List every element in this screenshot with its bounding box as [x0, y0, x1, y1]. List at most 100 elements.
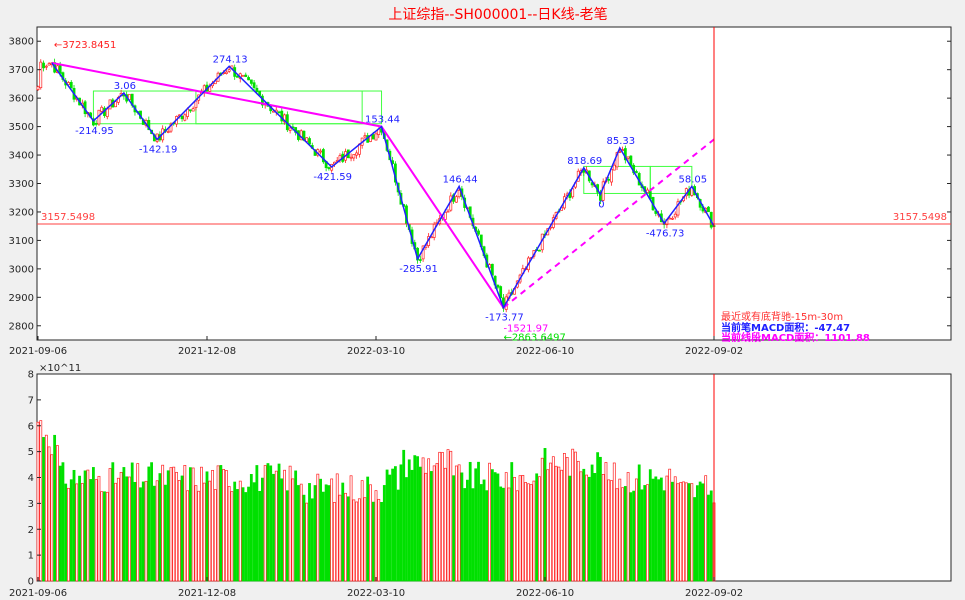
volume-bar: [590, 464, 594, 582]
volume-bar: [637, 464, 641, 582]
volume-bar: [443, 467, 447, 582]
bi-value-label: 146.44: [443, 174, 478, 185]
volume-bar: [430, 471, 433, 582]
volume-bar: [435, 463, 439, 582]
volume-bar: [150, 462, 153, 582]
volume-exponent-label: ×10^11: [39, 363, 81, 374]
volume-bar: [610, 480, 613, 582]
volume-bar: [244, 492, 248, 582]
volume-bar: [186, 490, 190, 582]
volume-bar: [632, 490, 636, 582]
top-marker-label: ←3723.8451: [54, 40, 116, 51]
volume-bar: [335, 473, 339, 582]
volume-bar: [36, 421, 40, 582]
axes: 2800290030003100320033003400350036003700…: [9, 37, 951, 599]
volume-bar: [330, 478, 334, 582]
volume-bar: [141, 481, 145, 582]
volume-x-tick-label: 2022-09-02: [685, 588, 743, 599]
bi-value-label: -142.19: [139, 144, 178, 155]
volume-bar: [258, 490, 262, 582]
candle-body: [58, 64, 62, 74]
candle-body: [374, 133, 378, 141]
volume-bar: [208, 480, 212, 582]
volume-bar: [116, 477, 120, 582]
volume-bar: [380, 501, 383, 582]
volume-bar: [540, 457, 544, 582]
candle-body: [457, 190, 461, 198]
volume-bar: [338, 494, 342, 582]
volume-bar: [44, 434, 48, 582]
note-divergence: 最近或有底背驰-15m-30m: [721, 310, 843, 323]
volume-bar: [136, 463, 140, 582]
candle-body: [244, 74, 248, 77]
volume-bar: [177, 480, 181, 582]
bi-value-label: -476.73: [646, 228, 685, 239]
volume-bar: [67, 487, 70, 582]
volume-bar: [316, 473, 320, 582]
y-tick-label: 3800: [9, 37, 34, 48]
volume-bar: [502, 487, 505, 582]
bi-value-label: 153.44: [365, 115, 400, 126]
volume-bar: [119, 472, 123, 582]
candle-body: [612, 164, 616, 171]
volume-bar: [693, 497, 697, 582]
volume-bar: [449, 450, 453, 582]
volume-bar: [114, 482, 117, 582]
volume-bar: [374, 490, 378, 582]
volume-bar: [158, 473, 162, 582]
bi-value-label: 85.33: [606, 136, 635, 147]
candle-body: [69, 81, 73, 89]
volume-bar: [147, 466, 151, 582]
volume-bar: [579, 471, 583, 582]
volume-bar: [53, 434, 57, 582]
volume-bar: [266, 463, 270, 582]
volume-bar: [310, 498, 314, 582]
volume-bar: [574, 451, 577, 582]
volume-bar: [197, 490, 201, 582]
y-tick-label: 3600: [9, 94, 34, 105]
volume-bar: [418, 466, 422, 582]
volume-bar: [366, 476, 370, 582]
volume-bar: [549, 462, 552, 582]
volume-bar: [438, 451, 442, 582]
volume-bar: [78, 475, 81, 582]
volume-bar: [133, 481, 137, 582]
volume-bar: [211, 469, 214, 582]
volume-bar: [216, 465, 220, 582]
volume-bar: [224, 470, 228, 582]
volume-bar: [521, 475, 525, 582]
volume-bar: [305, 502, 309, 582]
volume-bar: [249, 474, 253, 582]
volume-bar: [169, 467, 173, 582]
volume-bar: [571, 448, 575, 582]
candle-body: [671, 217, 674, 220]
volume-bar: [308, 483, 311, 582]
chart-title: 上证综指--SH000001--日K线-老笔: [388, 7, 607, 23]
volume-bar: [479, 484, 483, 582]
candle-body: [582, 169, 586, 173]
volume-bar: [58, 465, 62, 582]
volume-bar: [382, 485, 386, 582]
y-tick-label: 3500: [9, 122, 34, 133]
volume-y-tick-label: 7: [28, 395, 34, 406]
x-tick-label: 2021-12-08: [178, 346, 236, 357]
note-bi-macd: 当前笔MACD面积：-47.47: [721, 321, 850, 334]
y-tick-label: 3300: [9, 179, 34, 190]
volume-bar: [241, 487, 245, 582]
candle-body: [446, 210, 450, 213]
y-tick-label: 2900: [9, 293, 34, 304]
volume-bar: [424, 472, 428, 582]
volume-bar: [599, 456, 602, 582]
volume-bar: [665, 475, 669, 582]
volume-bar: [687, 483, 691, 582]
volume-bar: [175, 471, 178, 582]
y-tick-label: 2800: [9, 321, 34, 332]
volume-bar: [92, 467, 95, 582]
volume-bar: [349, 475, 353, 582]
volume-bar: [510, 462, 514, 582]
bi-line: [51, 62, 715, 310]
reference-label-right: 3157.5498: [893, 212, 947, 223]
volume-x-tick-label: 2021-12-08: [178, 588, 236, 599]
volume-bar: [441, 452, 444, 582]
